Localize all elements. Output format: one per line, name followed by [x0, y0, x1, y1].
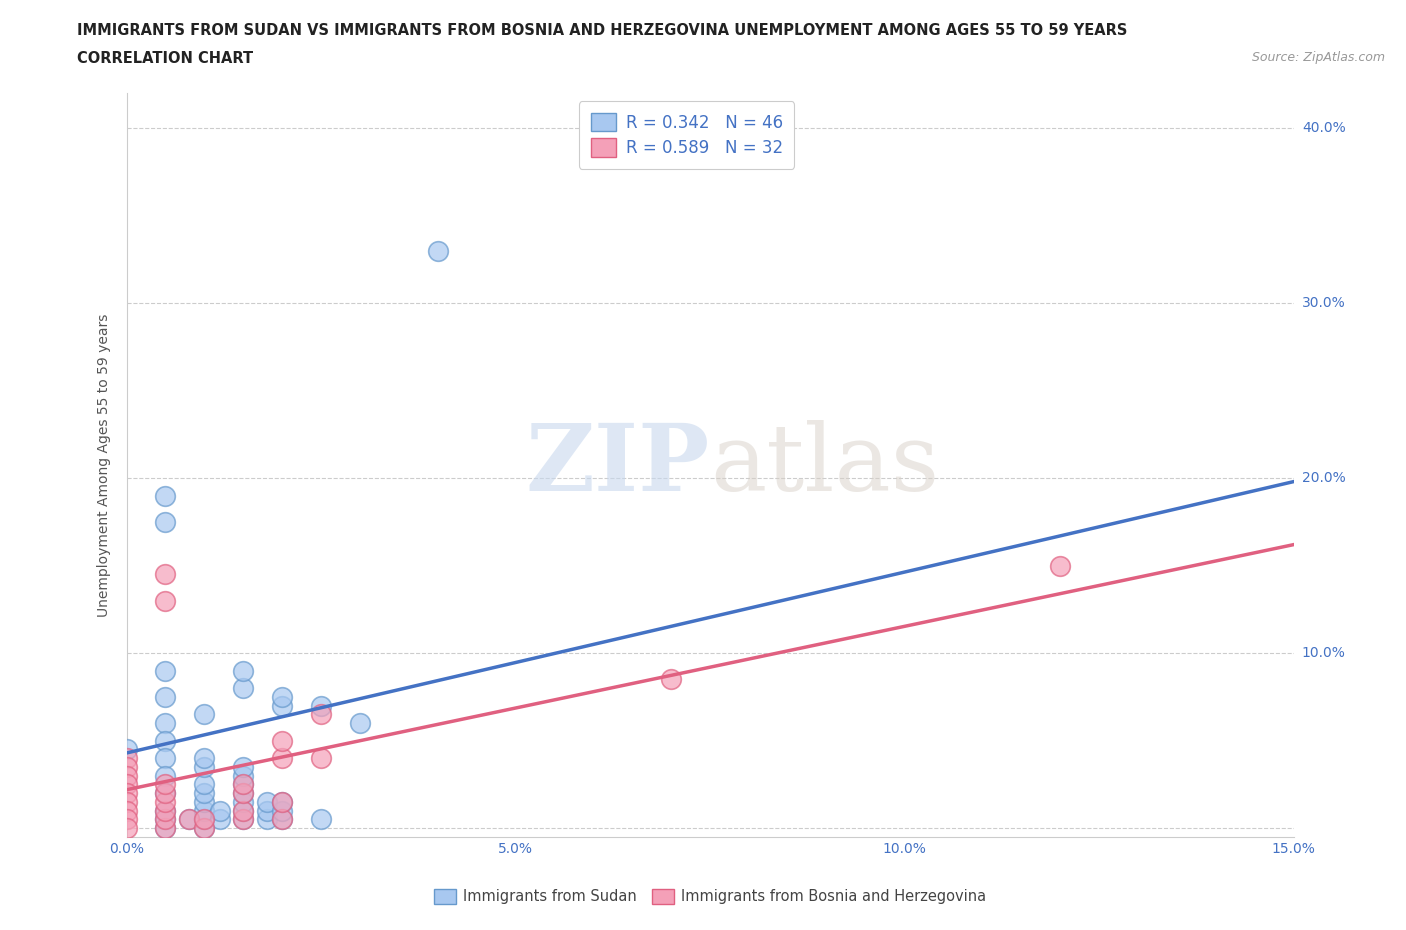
Point: [208, 812, 231, 827]
Point: [232, 768, 254, 783]
Text: ZIP: ZIP: [526, 420, 710, 510]
Point: [271, 733, 294, 748]
Point: [256, 812, 278, 827]
Point: [232, 777, 254, 792]
Point: [349, 716, 371, 731]
Point: [271, 689, 294, 704]
Point: [659, 672, 682, 687]
Point: [193, 821, 215, 836]
Legend: Immigrants from Sudan, Immigrants from Bosnia and Herzegovina: Immigrants from Sudan, Immigrants from B…: [427, 882, 993, 911]
Point: [232, 812, 254, 827]
Point: [271, 812, 294, 827]
Point: [256, 804, 278, 818]
Point: [155, 804, 177, 818]
Point: [232, 786, 254, 801]
Point: [115, 777, 138, 792]
Point: [193, 786, 215, 801]
Point: [155, 488, 177, 503]
Text: CORRELATION CHART: CORRELATION CHART: [77, 51, 253, 66]
Point: [155, 812, 177, 827]
Point: [155, 663, 177, 678]
Point: [232, 794, 254, 809]
Text: 40.0%: 40.0%: [1302, 121, 1346, 135]
Text: IMMIGRANTS FROM SUDAN VS IMMIGRANTS FROM BOSNIA AND HERZEGOVINA UNEMPLOYMENT AMO: IMMIGRANTS FROM SUDAN VS IMMIGRANTS FROM…: [77, 23, 1128, 38]
Point: [115, 760, 138, 775]
Point: [232, 812, 254, 827]
Point: [193, 777, 215, 792]
Point: [193, 812, 215, 827]
Point: [309, 707, 332, 722]
Point: [232, 681, 254, 696]
Point: [155, 786, 177, 801]
Point: [208, 804, 231, 818]
Point: [232, 804, 254, 818]
Text: atlas: atlas: [710, 420, 939, 510]
Point: [1049, 558, 1071, 573]
Point: [155, 812, 177, 827]
Point: [115, 742, 138, 757]
Point: [193, 821, 215, 836]
Point: [309, 812, 332, 827]
Text: Source: ZipAtlas.com: Source: ZipAtlas.com: [1251, 51, 1385, 64]
Point: [193, 804, 215, 818]
Point: [309, 698, 332, 713]
Text: 10.0%: 10.0%: [1302, 646, 1346, 660]
Point: [155, 768, 177, 783]
Point: [115, 768, 138, 783]
Point: [155, 804, 177, 818]
Point: [115, 794, 138, 809]
Point: [155, 786, 177, 801]
Point: [232, 786, 254, 801]
Point: [426, 243, 449, 258]
Point: [309, 751, 332, 765]
Y-axis label: Unemployment Among Ages 55 to 59 years: Unemployment Among Ages 55 to 59 years: [97, 313, 111, 617]
Text: 30.0%: 30.0%: [1302, 296, 1346, 310]
Point: [232, 777, 254, 792]
Point: [177, 812, 200, 827]
Point: [193, 812, 215, 827]
Point: [256, 794, 278, 809]
Text: 20.0%: 20.0%: [1302, 472, 1346, 485]
Point: [115, 821, 138, 836]
Point: [155, 794, 177, 809]
Point: [115, 804, 138, 818]
Point: [271, 751, 294, 765]
Point: [232, 760, 254, 775]
Point: [271, 698, 294, 713]
Point: [193, 751, 215, 765]
Point: [155, 689, 177, 704]
Point: [115, 751, 138, 765]
Point: [155, 751, 177, 765]
Point: [155, 777, 177, 792]
Point: [271, 804, 294, 818]
Point: [193, 760, 215, 775]
Point: [115, 786, 138, 801]
Point: [155, 821, 177, 836]
Point: [155, 514, 177, 529]
Point: [155, 593, 177, 608]
Point: [193, 794, 215, 809]
Point: [115, 812, 138, 827]
Point: [155, 733, 177, 748]
Point: [232, 804, 254, 818]
Point: [177, 812, 200, 827]
Point: [155, 716, 177, 731]
Point: [193, 707, 215, 722]
Point: [232, 663, 254, 678]
Point: [155, 821, 177, 836]
Point: [271, 794, 294, 809]
Point: [271, 794, 294, 809]
Point: [155, 567, 177, 582]
Point: [271, 812, 294, 827]
